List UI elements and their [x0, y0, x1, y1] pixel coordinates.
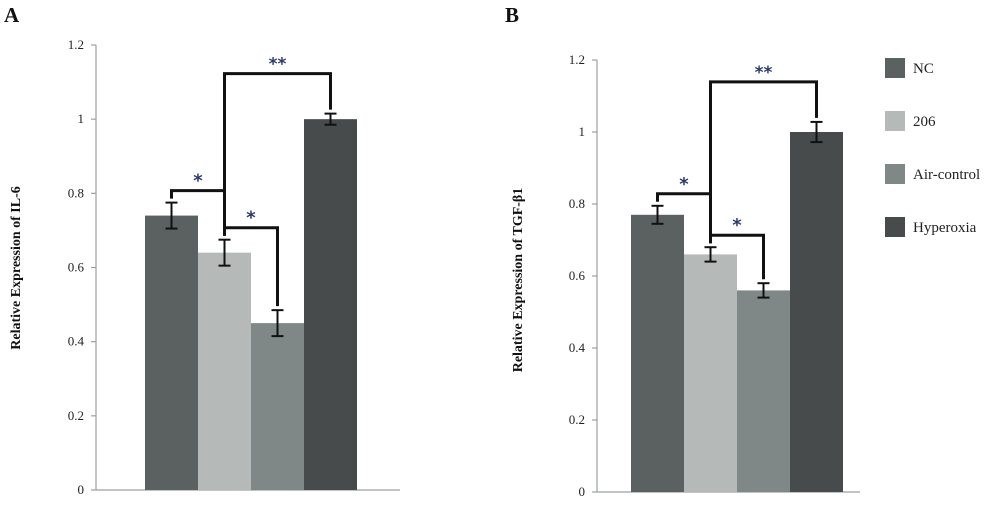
panel-a-error-bar	[324, 112, 337, 126]
panel-b-significance-label: *	[679, 174, 689, 195]
panel-a-error-bar	[271, 309, 284, 338]
legend-swatch-air-control	[885, 164, 905, 184]
legend-label: Air-control	[913, 167, 980, 183]
panel-a-y-tick-label: 0.6	[68, 260, 85, 275]
panel-a-letter: A	[4, 3, 20, 27]
panel-b-error-bar	[757, 282, 770, 299]
panel-b: B Relative Expression of TGF-β1 0 0.2 0.4 0…	[505, 3, 860, 499]
legend-label: Hyperoxia	[913, 220, 977, 236]
legend-label: NC	[913, 61, 934, 77]
panel-a-bar-nc	[145, 215, 198, 491]
legend-swatch-nc	[885, 58, 905, 78]
panel-a: A Relative Expression of IL-6 0 0.2 0.4 0.6…	[4, 3, 400, 497]
panel-a-significance-label: **	[269, 55, 287, 75]
panel-b-y-tick-label: 0	[579, 484, 586, 499]
panel-a-y-tick-label: 1.2	[68, 37, 84, 52]
panel-b-significance-label: *	[732, 215, 742, 236]
panel-b-error-bar	[704, 246, 717, 263]
legend-swatch-206	[885, 111, 905, 131]
panel-b-y-tick-label: 0.8	[569, 196, 585, 211]
panel-a-significance-label: *	[246, 208, 256, 229]
panel-b-bar-206	[684, 254, 737, 492]
panel-a-y-tick-label: 0.2	[68, 408, 84, 423]
panel-b-y-tick-label: 0.2	[569, 412, 585, 427]
panel-b-significance-bracket	[709, 80, 818, 244]
panel-a-bar-hyperoxia	[304, 119, 357, 491]
legend: NC 206 Air-control Hyperoxia	[885, 58, 980, 237]
panel-a-y-tick-label: 1	[78, 111, 85, 126]
panel-a-bar-206	[198, 252, 251, 490]
panel-b-y-tick-label: 0.4	[569, 340, 586, 355]
panel-b-bar-nc	[631, 214, 684, 493]
panel-a-y-axis-label: Relative Expression of IL-6	[9, 186, 24, 349]
panel-a-error-bar	[165, 201, 178, 230]
panel-b-significance-label: **	[755, 63, 773, 83]
panel-a-error-bar	[218, 238, 231, 267]
legend-swatch-hyperoxia	[885, 217, 905, 237]
panel-a-y-tick-label: 0	[78, 482, 85, 497]
panel-a-y-tick-label: 0.4	[68, 334, 85, 349]
panel-a-bar-air-control	[251, 323, 304, 490]
panel-a-y-tick-label: 0.8	[68, 185, 84, 200]
panel-b-y-axis-label: Relative Expression of TGF-β1	[511, 188, 526, 373]
panel-a-significance-bracket	[223, 72, 332, 236]
legend-label: 206	[913, 114, 936, 130]
panel-b-y-tick-label: 1	[579, 124, 586, 139]
panel-b-y-tick-label: 0.6	[569, 268, 586, 283]
panel-b-bar-hyperoxia	[790, 132, 843, 492]
panel-b-letter: B	[505, 3, 519, 27]
panel-b-error-bar	[810, 120, 823, 144]
panel-b-y-tick-label: 1.2	[569, 52, 585, 67]
panel-b-error-bar	[651, 204, 664, 225]
panel-a-significance-label: *	[193, 171, 203, 192]
panel-b-bar-air-control	[737, 290, 790, 492]
